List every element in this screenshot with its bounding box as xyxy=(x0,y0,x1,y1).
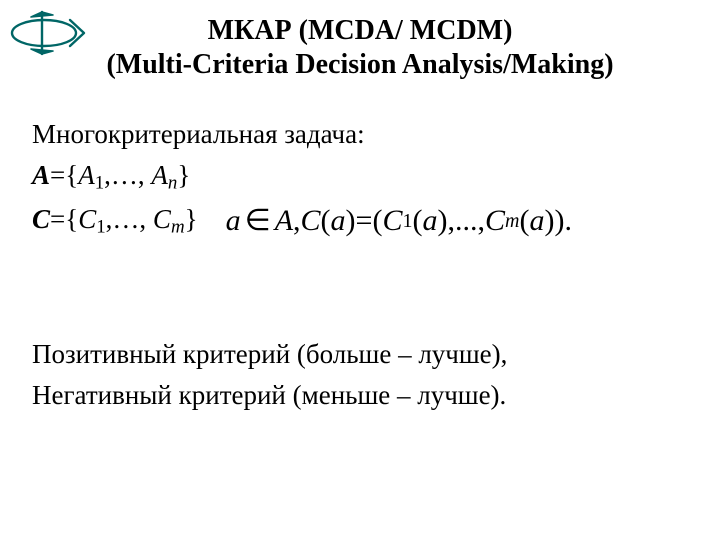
set-c-open: ={ xyxy=(50,204,78,234)
f-rp2: ). xyxy=(554,199,572,243)
set-c-symbol: C xyxy=(32,204,50,234)
f-argr2: ) xyxy=(544,199,554,243)
f-a: a xyxy=(226,199,241,243)
f-c1s: 1 xyxy=(402,207,412,236)
set-a-itemn-sub: n xyxy=(168,173,177,194)
f-cmb: C xyxy=(485,199,505,243)
f-rp: ) xyxy=(346,199,356,243)
slide: МКАР (MCDA/ MCDM) (Multi-Criteria Decisi… xyxy=(0,0,720,540)
f-c: C xyxy=(301,199,321,243)
set-a-item1-base: A xyxy=(78,160,95,190)
f-argl: ( xyxy=(412,199,422,243)
f-dots: ,..., xyxy=(447,199,485,243)
formula: a ∈ A, C(a) = (C1(a),...,Cm(a)). xyxy=(226,199,572,243)
title-line-1: МКАР (MCDA/ MCDM) xyxy=(0,14,720,48)
f-a3: a xyxy=(422,199,437,243)
set-c-item1-base: C xyxy=(78,204,96,234)
set-c-line: C={C1,…, Cm} xyxy=(32,200,198,241)
spacer xyxy=(32,245,688,335)
set-c-itemn-base: C xyxy=(153,204,171,234)
set-a-line: A={A1,…, An} xyxy=(32,156,688,197)
set-c-item1-sub: 1 xyxy=(96,217,105,238)
criterion-positive: Позитивный критерий (больше – лучше), xyxy=(32,335,688,374)
set-c-row: C={C1,…, Cm} a ∈ A, C(a) = (C1(a),...,Cm… xyxy=(32,199,688,243)
set-a-open: ={ xyxy=(50,160,78,190)
f-argr: ) xyxy=(437,199,447,243)
content: Многокритериальная задача: A={A1,…, An} … xyxy=(32,115,688,417)
f-a4: a xyxy=(529,199,544,243)
f-argl2: ( xyxy=(519,199,529,243)
f-lp2: ( xyxy=(372,199,382,243)
f-big-a: A xyxy=(275,199,293,243)
f-c1b: C xyxy=(382,199,402,243)
intro-line: Многокритериальная задача: xyxy=(32,115,688,154)
title-line-2: (Multi-Criteria Decision Analysis/Making… xyxy=(0,48,720,82)
set-c-itemn-sub: m xyxy=(171,217,185,238)
f-lp: ( xyxy=(321,199,331,243)
set-a-mid: ,…, xyxy=(104,160,151,190)
set-a-item1-sub: 1 xyxy=(95,173,104,194)
f-eq: = xyxy=(356,199,373,243)
set-a-symbol: A xyxy=(32,160,50,190)
criterion-negative: Негативный критерий (меньше – лучше). xyxy=(32,376,688,415)
set-a-itemn-base: A xyxy=(151,160,168,190)
f-in: ∈ xyxy=(245,199,271,243)
set-a-close: } xyxy=(177,160,190,190)
f-a2: a xyxy=(331,199,346,243)
title-block: МКАР (MCDA/ MCDM) (Multi-Criteria Decisi… xyxy=(0,14,720,82)
set-c-close: } xyxy=(185,204,198,234)
f-cms: m xyxy=(505,207,519,236)
f-sep1: , xyxy=(293,199,301,243)
set-c-mid: ,…, xyxy=(106,204,153,234)
